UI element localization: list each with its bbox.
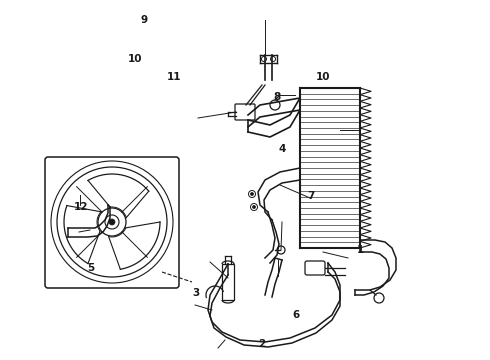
Text: 11: 11 — [167, 72, 181, 82]
Text: 9: 9 — [141, 15, 148, 25]
Text: 4: 4 — [278, 144, 286, 154]
Circle shape — [109, 219, 115, 225]
Text: 10: 10 — [316, 72, 331, 82]
Bar — [222, 264, 234, 300]
Text: 3: 3 — [193, 288, 199, 298]
Text: 7: 7 — [307, 191, 315, 201]
Text: 10: 10 — [127, 54, 142, 64]
Text: 2: 2 — [259, 339, 266, 349]
Text: 12: 12 — [74, 202, 88, 212]
Text: 1: 1 — [357, 245, 364, 255]
Circle shape — [250, 193, 253, 195]
Text: 6: 6 — [293, 310, 300, 320]
Circle shape — [252, 206, 255, 208]
Text: 5: 5 — [87, 263, 94, 273]
Text: 8: 8 — [273, 92, 280, 102]
